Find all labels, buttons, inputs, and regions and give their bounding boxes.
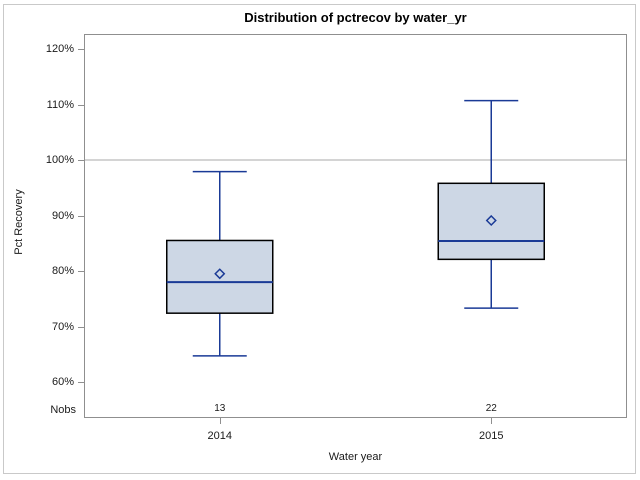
y-tick-mark-120 xyxy=(78,49,84,50)
x-tick-mark-2015 xyxy=(491,418,493,424)
y-tick-label-80: 80% xyxy=(51,265,74,277)
figure-border xyxy=(3,4,636,474)
y-tick-mark-90 xyxy=(78,215,84,217)
y-tick-mark-80 xyxy=(78,271,84,272)
y-tick-mark-60 xyxy=(78,382,84,383)
chart-title: Distribution of pctrecov by water_yr xyxy=(244,10,467,25)
nobs-value-2015: 22 xyxy=(485,403,497,414)
y-tick-label-110: 110% xyxy=(46,98,74,111)
nobs-value-2014: 13 xyxy=(214,403,226,414)
y-tick-label-100: 100% xyxy=(45,154,74,166)
y-tick-mark-70 xyxy=(78,326,84,328)
x-tick-label-2015: 2015 xyxy=(479,430,504,442)
nobs-row-label: Nobs xyxy=(50,404,76,416)
y-tick-label-70: 70% xyxy=(51,320,74,333)
y-tick-mark-100 xyxy=(78,160,84,161)
plot-frame xyxy=(84,34,627,418)
y-tick-label-120: 120% xyxy=(45,43,74,55)
y-tick-label-60: 60% xyxy=(51,376,74,388)
mean-marker-2014 xyxy=(214,268,226,280)
mean-marker-2015 xyxy=(485,214,497,227)
x-tick-label-2014: 2014 xyxy=(207,430,232,442)
plot-area xyxy=(84,34,627,418)
x-axis-title: Water year xyxy=(328,451,383,463)
box-2015 xyxy=(437,182,545,261)
box-2014 xyxy=(166,239,274,314)
y-tick-label-90: 90% xyxy=(51,209,74,222)
x-tick-mark-2014 xyxy=(219,418,221,424)
y-tick-mark-110 xyxy=(78,104,84,106)
